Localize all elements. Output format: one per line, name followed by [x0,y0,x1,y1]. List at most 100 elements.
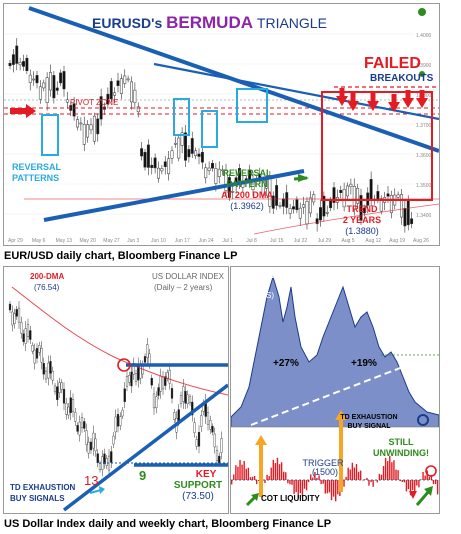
candle [85,423,88,452]
candle [220,431,223,460]
candle [359,188,363,225]
liquidity-bar [349,469,351,480]
candle [187,144,191,163]
liquidity-bar [235,465,237,480]
candle [217,161,221,184]
y-tick-label: 1.3900 [416,63,432,69]
liquidity-bar [428,476,430,480]
liquidity-bar [287,480,289,484]
x-tick-label: Jun 24 [199,238,214,244]
candle [55,81,59,95]
candle [193,417,196,438]
x-tick-label: Aug 26 [413,238,429,244]
gain-19: +19% [351,358,377,369]
candle [105,455,108,470]
candle [49,355,52,380]
candle [146,139,150,176]
candle [164,372,167,391]
svg-text:TD EXHAUSTION: TD EXHAUSTION [340,414,397,421]
candle [32,71,36,86]
liquidity-bar [411,480,414,490]
candle [379,195,383,215]
x-tick-label: Jul 8 [246,238,257,244]
reversal-patterns-label: REVERSAL PATTERNS [12,162,62,183]
candle [179,391,183,408]
candle [92,425,95,456]
candle [31,342,34,355]
candle [194,147,198,160]
liquidity-bar [280,462,283,480]
candle [167,150,171,181]
candle [143,148,147,171]
top-caption: EUR/USD daily chart, Bloomberg Finance L… [4,250,238,262]
liquidity-bar [414,480,416,494]
candle [8,59,12,70]
liquidity-bar [301,480,304,497]
y-tick-label: 1.3600 [416,153,432,159]
candle [150,374,153,389]
y-tick-label: 1.4000 [416,33,432,39]
weekly-subtitle-2: (4 YEARS) [235,291,274,300]
svg-text:PATTERN: PATTERN [226,179,267,189]
x-tick-label: Aug 19 [389,238,405,244]
td-exhaustion-label: TD EXHAUSTION BUY SIGNALS [10,483,76,503]
candle [42,357,45,380]
candle [119,412,122,431]
liquidity-bar [303,480,306,489]
svg-text:BUY SIGNAL: BUY SIGNAL [347,423,391,430]
candle [44,367,48,384]
candle [213,427,216,454]
candle [65,91,69,109]
candle [146,338,149,365]
y-tick-label: 1.3400 [416,213,432,219]
liquidity-bar [272,459,274,480]
dxy-daily-panel: US DOLLAR INDEX (Daily – 2 years) 200-DM… [3,266,229,514]
weekly-title: US$ INDEX [235,271,278,280]
candle [180,127,184,154]
liquidity-bar [337,480,339,495]
ma-value: (76.54) [34,283,60,292]
candle [106,87,110,109]
candle [11,305,14,332]
weekly-td-label: TD EXHAUSTION BUY SIGNAL [340,414,397,430]
candle [22,54,25,71]
liquidity-bar [424,475,426,480]
candle [177,134,181,162]
liquidity-bar [389,455,391,480]
candle [157,383,160,400]
liquidity-bar [335,480,337,502]
candle [114,409,117,440]
candle [292,199,295,214]
liquidity-bar [345,476,347,480]
candle [78,415,81,442]
candle [56,380,59,407]
dxy-daily-chart: US DOLLAR INDEX (Daily – 2 years) 200-DM… [4,267,228,513]
liquidity-bar [418,480,420,488]
candle [103,448,106,469]
cot-liquidity-label: COT LIQUIDITY [261,494,320,503]
x-tick-label: Jun 17 [175,238,190,244]
liquidity-bar [330,480,333,501]
candle [89,437,93,454]
liquidity-bar [247,467,250,480]
candle [288,203,292,219]
trigger-label: TRIGGER (1500) [302,458,344,477]
candle [197,425,201,454]
liquidity-bar [376,480,378,483]
liquidity-bar [283,471,285,480]
candle [312,191,316,206]
liquidity-bar [355,464,358,480]
candle [342,182,346,212]
candle [80,412,84,433]
candle [25,54,29,75]
liquidity-bar [407,480,410,490]
candle [271,191,275,215]
candle [152,386,156,415]
candle [119,74,123,100]
candle [11,49,15,73]
candle [195,435,198,450]
liquidity-bar [382,465,385,480]
liquidity-bar [380,474,383,480]
candle [211,159,214,172]
liquidity-bar [233,474,235,480]
